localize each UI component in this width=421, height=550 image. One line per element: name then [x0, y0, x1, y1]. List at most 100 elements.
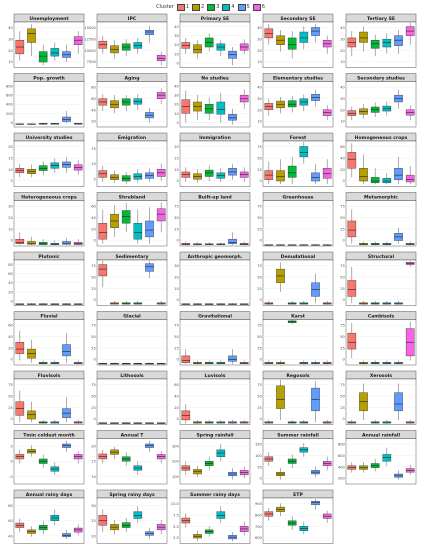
box	[359, 168, 368, 182]
facet-title: Primary SE	[201, 16, 229, 22]
y-tick-label: 0	[260, 239, 263, 243]
y-tick-label: 5	[11, 179, 13, 183]
facet-plot-area	[179, 200, 251, 247]
facet-panel: Lithosols 0 25 50 75	[91, 370, 168, 425]
facet-plot-area	[96, 319, 168, 366]
y-tick-label: 10	[8, 227, 13, 231]
y-tick-label: 20	[174, 406, 179, 410]
box	[62, 344, 71, 357]
y-tick-label: 30	[174, 264, 179, 268]
box	[62, 443, 71, 448]
facet-panel: Cambisols 0 25 50 75	[340, 311, 417, 366]
facet-plot-area	[13, 21, 85, 68]
facet-plot-area	[345, 438, 417, 485]
y-tick-label: 0	[343, 179, 346, 183]
facet-title: Unemployment	[29, 16, 69, 22]
y-tick-label: 25	[174, 227, 179, 231]
y-tick-label: 40	[174, 394, 179, 398]
facet-panel: Denudational 0 25 50 75	[257, 251, 334, 306]
y-tick-label: 30	[340, 37, 345, 41]
facet-plot-area	[13, 200, 85, 247]
facet-title: Luvisols	[205, 373, 226, 379]
box	[133, 223, 143, 240]
facet-plot-area	[179, 497, 251, 544]
y-tick-label: 20	[91, 534, 96, 538]
facet-panel: Karst 0 25 50 75	[257, 311, 334, 366]
box	[322, 168, 332, 179]
box	[359, 31, 368, 43]
y-tick-label: 10	[257, 60, 262, 64]
facet-plot-area	[179, 140, 251, 187]
y-tick-label: 400	[338, 465, 346, 469]
facet-title: IPC	[128, 16, 137, 22]
facet-title: No studies	[201, 75, 229, 81]
y-tick-label: 0	[177, 298, 180, 302]
y-tick-label: 20	[8, 145, 13, 149]
y-tick-label: 0	[260, 179, 263, 183]
facet-panel: Xerosols 0 25 50 75	[340, 370, 417, 425]
y-tick-label: 75	[257, 264, 262, 268]
box	[228, 238, 237, 244]
y-tick-label: 20	[91, 227, 96, 231]
y-tick-label: 10	[340, 60, 345, 64]
y-tick-label: 150	[255, 443, 263, 447]
box	[347, 220, 357, 238]
legend-swatch	[252, 3, 261, 11]
y-tick-label: 800	[338, 443, 346, 447]
box	[311, 172, 320, 182]
y-tick-label: 60	[91, 97, 96, 101]
facet-panel: Metamorphic 0 25 50 75	[340, 192, 417, 247]
facet-plot-area	[13, 378, 85, 425]
facet-title: Tertiary SE	[367, 16, 395, 22]
y-tick-label: 25	[257, 346, 262, 350]
y-tick-label: 0	[94, 358, 97, 362]
facet-title: Structural	[368, 254, 395, 260]
box	[193, 44, 202, 54]
y-tick-label: 40	[91, 216, 96, 220]
facet-plot-area	[345, 21, 417, 68]
facet-plot-area	[262, 259, 334, 306]
facet-panel: Shrubland 0 20 40 60	[91, 192, 168, 247]
facet-panel: Fluvisols 0 25 50 75	[8, 370, 85, 425]
y-tick-label: 0	[343, 417, 346, 421]
legend-item: 6	[252, 3, 265, 11]
facet-title: Gravitational	[198, 313, 232, 319]
y-tick-label: 25	[340, 287, 345, 291]
legend-item: 3	[207, 3, 219, 11]
y-tick-label: 25	[340, 406, 345, 410]
facet-panel: Spring rainy days 20 25 30	[91, 489, 168, 544]
y-tick-label: 600	[6, 94, 14, 98]
box	[382, 39, 392, 48]
facet-plot-area	[262, 140, 334, 187]
y-tick-label: 5	[11, 444, 13, 448]
y-tick-label: 50	[257, 216, 262, 220]
y-tick-label: 60	[8, 272, 13, 276]
box	[145, 220, 154, 238]
legend-item: 4	[222, 3, 235, 11]
facet-panel: University studies 5 10 15 20	[8, 132, 85, 187]
facet-plot-area	[262, 378, 334, 425]
facet-panel: Spring rainfall 100 200 300	[172, 430, 251, 485]
y-tick-label: 50	[257, 275, 262, 279]
y-tick-label: 0	[343, 298, 346, 302]
legend-swatch	[176, 3, 185, 11]
box	[299, 31, 309, 43]
facet-plot-area	[96, 378, 168, 425]
y-tick-label: 0	[260, 477, 263, 481]
box	[311, 500, 320, 506]
legend-label: 2	[201, 4, 205, 10]
facet-title: Shrubland	[119, 194, 146, 200]
y-tick-label: 0	[343, 358, 346, 362]
facet-panel: Plutonic 0 20 40 60 80	[8, 251, 85, 306]
facet-panel: Summer rainfall 0 50 100 150	[255, 430, 334, 485]
y-tick-label: 7.5	[173, 513, 179, 517]
y-tick-label: 20	[174, 275, 179, 279]
facet-panel: Heterogeneous crops 0 10 20 30	[8, 192, 85, 247]
y-tick-label: 15	[174, 156, 179, 160]
facet-panel: Regosols 0 25 50 75	[257, 370, 334, 425]
y-tick-label: 40	[340, 86, 345, 90]
y-tick-label: 600	[255, 536, 263, 540]
y-tick-label: 25	[257, 227, 262, 231]
legend-label: 5	[246, 4, 250, 10]
legend-swatch	[222, 3, 231, 11]
